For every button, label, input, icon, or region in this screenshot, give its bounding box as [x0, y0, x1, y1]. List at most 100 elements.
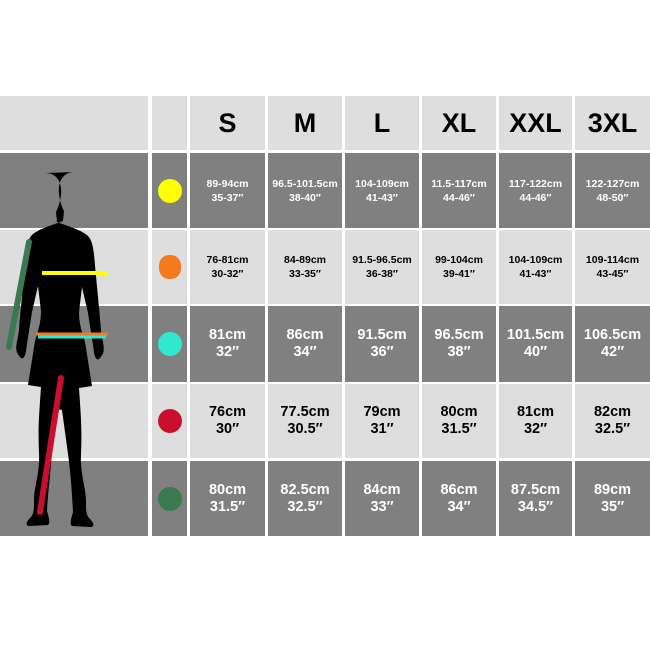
measurement-cell: 87.5cm 34.5″: [499, 461, 572, 536]
measurement-cell: 86cm 34″: [422, 461, 496, 536]
measurement-cell: 122-127cm 48-50″: [575, 153, 650, 228]
body-measurement-silhouette: [6, 172, 108, 527]
red-dot-icon: [157, 409, 182, 433]
size-header: S: [190, 96, 265, 150]
measurement-cell: 117-122cm 44-46″: [499, 153, 572, 228]
measurement-cell: 99-104cm 39-41″: [422, 230, 496, 304]
measurement-cell: 80cm 31.5″: [422, 384, 496, 458]
inches-value: 32″: [523, 421, 548, 437]
inches-value: 42″: [600, 344, 625, 360]
cm-value: 11.5-117cm: [431, 177, 487, 190]
measure-icon-cell: [152, 153, 187, 228]
cm-value: 96.5cm: [434, 327, 484, 343]
measure-icon-cell: [152, 461, 187, 536]
cm-value: 96.5-101.5cm: [272, 177, 338, 190]
measurement-cell: 89-94cm 35-37″: [190, 153, 265, 228]
inches-value: 34.5″: [517, 498, 554, 515]
inches-value: 34″: [293, 344, 317, 360]
cm-value: 104-109cm: [355, 177, 409, 190]
inches-value: 35″: [600, 498, 625, 515]
cm-value: 76cm: [208, 404, 247, 420]
measurement-cell: 76cm 30″: [190, 384, 265, 458]
measurement-cell: 80cm 31.5″: [190, 461, 265, 536]
measurement-cell: 81cm 32″: [190, 306, 265, 382]
cm-value: 82.5cm: [280, 481, 330, 498]
cm-value: 82cm: [593, 404, 632, 420]
header-figure-cell: [0, 96, 148, 150]
cm-value: 84-89cm: [283, 254, 327, 266]
measurement-cell: 76-81cm 30-32″: [190, 230, 265, 304]
inches-value: 33-35″: [289, 268, 321, 280]
size-label: XXL: [509, 107, 562, 138]
inches-value: 32″: [215, 344, 240, 360]
cm-value: 89cm: [593, 481, 632, 498]
cm-value: 81cm: [208, 327, 247, 343]
measurement-cell: 86cm 34″: [268, 306, 342, 382]
measurement-cell: 96.5-101.5cm 38-40″: [268, 153, 342, 228]
measurement-cell: 81cm 32″: [499, 384, 572, 458]
measurement-cell: 77.5cm 30.5″: [268, 384, 342, 458]
inches-value: 48-50″: [596, 191, 629, 204]
inches-value: 44-46″: [519, 191, 552, 204]
measurement-cell: 96.5cm 38″: [422, 306, 496, 382]
cm-value: 86cm: [440, 481, 478, 498]
inches-value: 41-43″: [366, 191, 398, 204]
measurement-cell: 82cm 32.5″: [575, 384, 650, 458]
measure-icon-cell: [152, 306, 187, 382]
size-header: 3XL: [575, 96, 650, 150]
cm-value: 77.5cm: [280, 404, 330, 420]
inches-value: 39-41″: [443, 268, 475, 280]
cm-value: 91.5-96.5cm: [352, 254, 412, 266]
cm-value: 81cm: [516, 404, 555, 420]
size-label: L: [373, 107, 391, 138]
turquoise-dot-icon: [157, 332, 182, 356]
cm-value: 109-114cm: [585, 254, 640, 266]
cm-value: 122-127cm: [585, 177, 640, 190]
inches-value: 36″: [370, 344, 394, 360]
cm-value: 91.5cm: [357, 327, 407, 343]
inches-value: 36-38″: [366, 268, 398, 280]
inches-value: 40″: [523, 344, 548, 360]
measurement-cell: 84-89cm 33-35″: [268, 230, 342, 304]
size-header: XL: [422, 96, 496, 150]
size-label: 3XL: [587, 107, 638, 138]
figure-row-bg: [0, 153, 148, 228]
inches-value: 32.5″: [287, 498, 323, 515]
cm-value: 76-81cm: [206, 254, 249, 266]
measurement-cell: 82.5cm 32.5″: [268, 461, 342, 536]
measurement-cell: 79cm 31″: [345, 384, 419, 458]
measurement-cell: 106.5cm 42″: [575, 306, 650, 382]
measurement-cell: 11.5-117cm 44-46″: [422, 153, 496, 228]
measure-icon-cell: [152, 384, 187, 458]
inches-value: 30-32″: [211, 268, 244, 280]
measurement-cell: 101.5cm 40″: [499, 306, 572, 382]
inches-value: 38-40″: [289, 191, 321, 204]
size-label: S: [218, 107, 237, 138]
cm-value: 99-104cm: [435, 254, 483, 266]
cm-value: 89-94cm: [206, 177, 249, 190]
size-label: XL: [441, 107, 477, 138]
inches-value: 31.5″: [441, 421, 477, 437]
cm-value: 80cm: [208, 481, 247, 498]
size-header: XXL: [499, 96, 572, 150]
orange-double-arrow-icon: [158, 255, 181, 279]
header-icon-cell: [152, 96, 187, 150]
measurement-cell: 109-114cm 43-45″: [575, 230, 650, 304]
yellow-dot-icon: [157, 178, 182, 203]
cm-value: 87.5cm: [510, 481, 561, 498]
inches-value: 32.5″: [594, 421, 631, 437]
inches-value: 31″: [370, 421, 394, 437]
cm-value: 79cm: [363, 404, 401, 420]
size-header: M: [268, 96, 342, 150]
inches-value: 38″: [447, 344, 471, 360]
measurement-cell: 89cm 35″: [575, 461, 650, 536]
cm-value: 117-122cm: [508, 177, 563, 190]
inches-value: 30.5″: [287, 421, 323, 437]
inches-value: 41-43″: [519, 268, 552, 280]
size-header: L: [345, 96, 419, 150]
size-label: M: [293, 107, 317, 138]
measurement-cell: 91.5cm 36″: [345, 306, 419, 382]
cm-value: 101.5cm: [506, 327, 565, 343]
measurement-cell: 84cm 33″: [345, 461, 419, 536]
measure-icon-cell: [152, 230, 187, 304]
